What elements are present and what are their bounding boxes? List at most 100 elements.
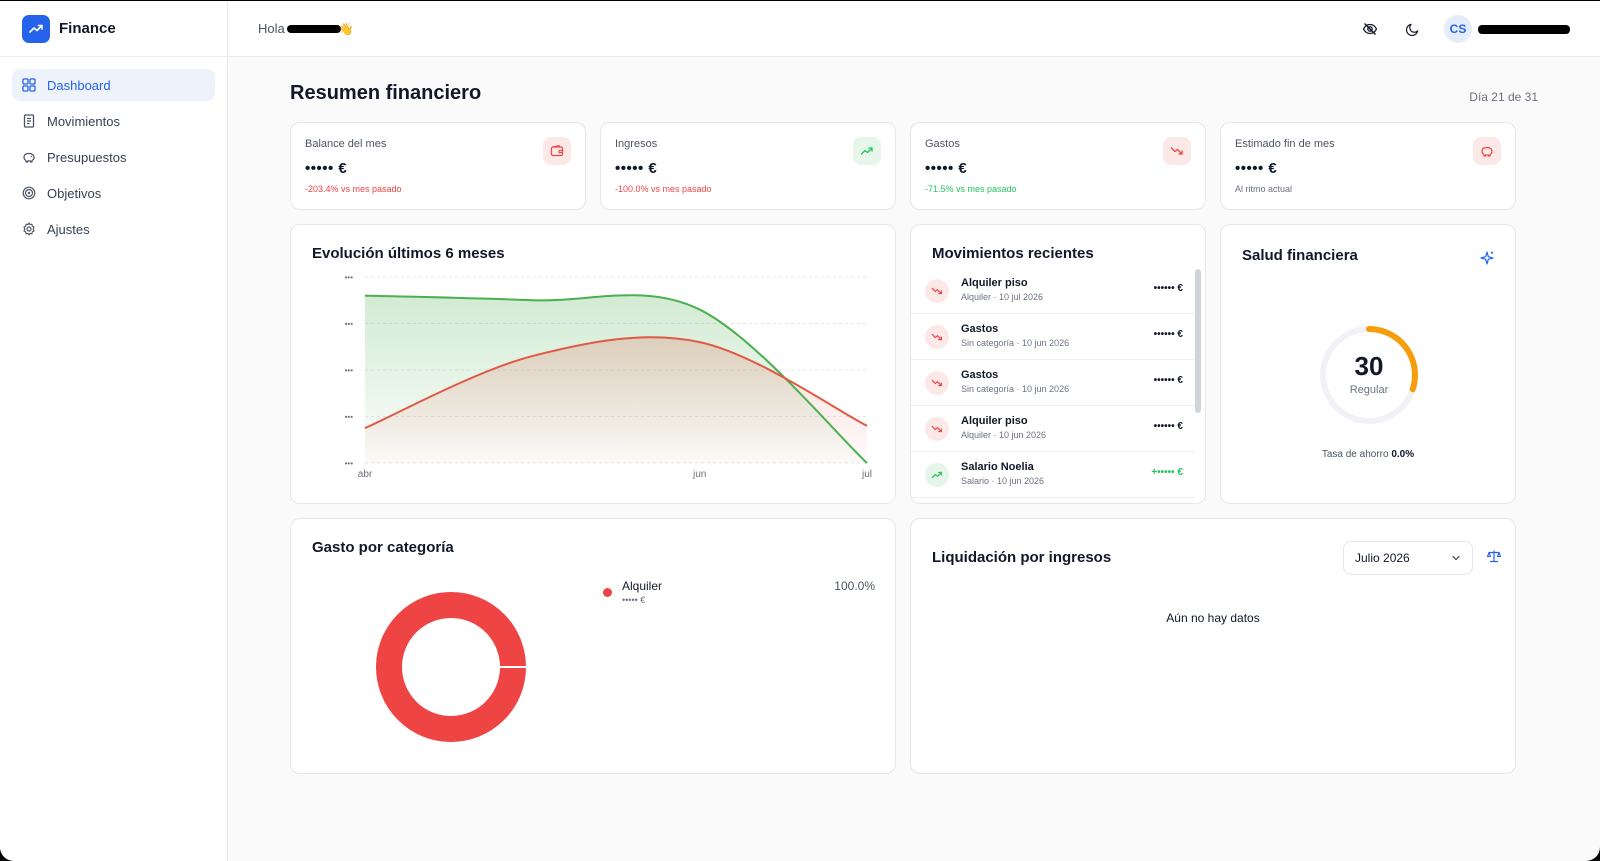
health-title: Salud financiera — [1242, 247, 1358, 264]
stat-change: -203.4% vs mes pasado — [305, 184, 402, 194]
evolution-area-chart: ••• ••• ••• ••• ••• abr jun jul — [345, 273, 872, 480]
movement-row[interactable]: Alquiler piso Alquiler · 10 jun 2026 •••… — [911, 406, 1195, 452]
series-line-0[interactable] — [364, 294, 868, 464]
sidebar-item-movimientos[interactable]: Movimientos — [12, 105, 215, 137]
movement-row[interactable]: Salario Noelia Salario · 10 jun 2026 +••… — [911, 452, 1195, 498]
stat-value: ••••• € — [305, 160, 348, 177]
legend-value: ••••• € — [622, 595, 646, 605]
app-name: Finance — [59, 20, 116, 37]
movement-row[interactable]: Gastos Sin categoría · 10 jun 2026 •••••… — [911, 314, 1195, 360]
sidebar-item-ajustes[interactable]: Ajustes — [12, 213, 215, 245]
liquidation-title: Liquidación por ingresos — [932, 549, 1112, 566]
month-select-value: Julio 2026 — [1355, 551, 1410, 565]
movement-name: Salario Noelia — [961, 461, 1034, 473]
stat-label: Estimado fin de mes — [1235, 138, 1335, 150]
evolution-title: Evolución últimos 6 meses — [312, 245, 505, 262]
movement-meta: Sin categoría · 10 jun 2026 — [961, 384, 1070, 394]
movement-amount: •••••• € — [1153, 329, 1183, 340]
empty-state: Aún no hay datos — [1166, 611, 1260, 625]
gauge-progress — [1320, 326, 1418, 424]
stat-value: ••••• € — [925, 160, 968, 177]
sidebar-item-label: Objetivos — [47, 185, 102, 201]
gear-icon — [23, 222, 35, 236]
stat-value: ••••• € — [1235, 160, 1278, 177]
category-card: Gasto por categoría Alquiler ••••• € 100… — [290, 518, 896, 774]
piggy-bank-icon — [23, 152, 35, 163]
y-tick-label: ••• — [345, 366, 354, 375]
liquidation-card: Liquidación por ingresos Julio 2026 Aún … — [910, 518, 1516, 774]
sidebar-item-objetivos[interactable]: Objetivos — [12, 177, 215, 209]
trending-down-icon — [925, 371, 949, 395]
moon-icon — [1405, 23, 1418, 36]
donut-slice-alquiler[interactable] — [376, 592, 526, 742]
main-content: Resumen financiero Día 21 de 31 Balance … — [228, 58, 1600, 861]
savings-rate-label: Tasa de ahorro — [1321, 449, 1389, 460]
trending-down-icon — [925, 325, 949, 349]
stat-change: -100.0% vs mes pasado — [615, 184, 712, 194]
health-gauge: 30 Regular — [1317, 323, 1421, 427]
movements-scrollbar[interactable] — [1195, 269, 1201, 413]
movement-name: Gastos — [961, 323, 999, 335]
movement-meta: Salario · 10 jun 2026 — [961, 476, 1045, 486]
stat-label: Gastos — [925, 138, 960, 150]
redacted-user-fullname — [1478, 24, 1570, 34]
month-select[interactable]: Julio 2026 — [1343, 541, 1473, 575]
waving-hand-icon: 👋 — [338, 21, 354, 36]
series-line-1[interactable] — [364, 336, 868, 430]
movements-title: Movimientos recientes — [932, 245, 1094, 262]
sidebar-item-label: Movimientos — [47, 113, 120, 129]
trending-down-icon — [925, 279, 949, 303]
header-actions: CS — [1360, 1, 1570, 57]
movement-name: Gastos — [961, 369, 999, 381]
scale-icon[interactable] — [1487, 549, 1501, 563]
movement-amount: •••••• € — [1153, 421, 1183, 432]
stat-change: Al ritmo actual — [1235, 184, 1293, 194]
health-score-label: Regular — [1349, 384, 1389, 396]
receipt-icon — [23, 114, 35, 128]
savings-rate: Tasa de ahorro 0.0% — [1221, 449, 1515, 460]
chevron-down-icon — [1452, 555, 1460, 561]
movement-meta: Sin categoría · 10 jun 2026 — [961, 338, 1070, 348]
movement-row[interactable]: Alquiler piso Alquiler · 10 jul 2026 •••… — [911, 268, 1195, 314]
stat-label: Balance del mes — [305, 138, 387, 150]
sidebar-item-label: Dashboard — [47, 77, 111, 93]
brand[interactable]: Finance — [0, 1, 227, 57]
avatar[interactable]: CS — [1444, 15, 1472, 43]
x-tick-label: jul — [861, 469, 872, 480]
sidebar-item-dashboard[interactable]: Dashboard — [12, 69, 215, 101]
sidebar-item-presupuestos[interactable]: Presupuestos — [12, 141, 215, 173]
legend-name: Alquiler — [622, 579, 663, 593]
y-tick-label: ••• — [345, 413, 354, 422]
movement-amount: •••••• € — [1153, 375, 1183, 386]
theme-toggle-button[interactable] — [1402, 19, 1422, 39]
piggy-bank-icon — [1473, 137, 1501, 165]
sparkles-icon[interactable] — [1479, 250, 1495, 266]
sidebar: Finance Dashboard Movimientos Presupuest… — [0, 1, 228, 861]
y-tick-label: ••• — [345, 273, 354, 282]
stat-card-gastos: Gastos ••••• € -71.5% vs mes pasado — [910, 122, 1206, 210]
x-tick-label: jun — [692, 469, 706, 480]
redacted-user-name — [286, 24, 341, 33]
stat-value: ••••• € — [615, 160, 658, 177]
sidebar-item-label: Presupuestos — [47, 149, 127, 165]
x-tick-label: abr — [358, 469, 373, 480]
stat-card-estimado: Estimado fin de mes ••••• € Al ritmo act… — [1220, 122, 1516, 210]
stat-card-balance: Balance del mes ••••• € -203.4% vs mes p… — [290, 122, 586, 210]
sidebar-nav: Dashboard Movimientos Presupuestos Objet… — [0, 57, 227, 261]
stat-change: -71.5% vs mes pasado — [925, 184, 1017, 194]
trending-up-icon — [925, 463, 949, 487]
legend-percent: 100.0% — [834, 579, 875, 593]
legend-dot-alquiler — [603, 588, 612, 597]
trending-down-icon — [925, 417, 949, 441]
evolution-chart-card: Evolución últimos 6 meses ••• ••• ••• ••• ••… — [290, 224, 896, 504]
target-icon — [22, 186, 36, 200]
y-tick-label: ••• — [345, 459, 354, 468]
recent-movements-card: Movimientos recientes Alquiler piso Alqu… — [910, 224, 1206, 504]
trending-up-icon — [853, 137, 881, 165]
movement-name: Alquiler piso — [961, 277, 1028, 289]
movement-row[interactable]: Gastos Sin categoría · 10 jun 2026 •••••… — [911, 360, 1195, 406]
greeting: Hola 👋 — [258, 21, 354, 36]
hide-amounts-button[interactable] — [1360, 19, 1380, 39]
savings-rate-value: 0.0% — [1391, 449, 1415, 460]
